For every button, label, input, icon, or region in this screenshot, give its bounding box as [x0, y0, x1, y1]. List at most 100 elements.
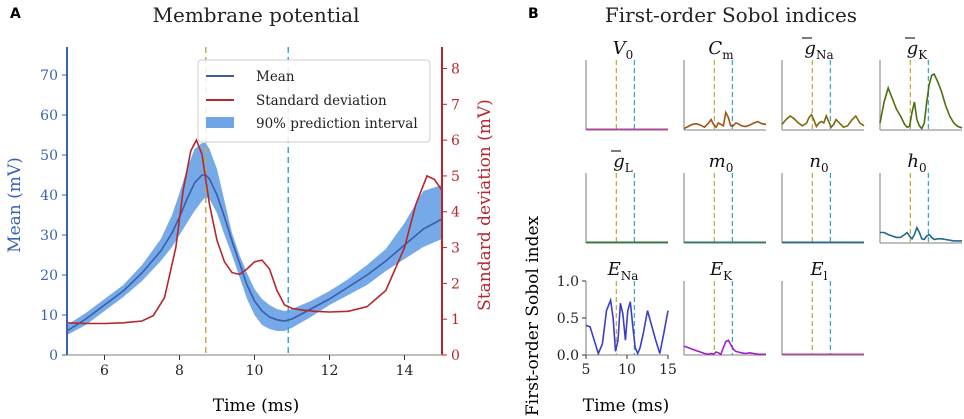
sobol-index-curve: [781, 113, 865, 129]
legend-std-label: Standard deviation: [256, 93, 387, 109]
param-subscript: L: [625, 161, 633, 175]
std-line: [66, 138, 443, 325]
subplot-param-title: EK: [709, 259, 733, 283]
y-tick-label: 60: [40, 108, 58, 124]
sobol-subplot: gK: [879, 37, 963, 131]
panel-b-label: B: [528, 6, 539, 22]
param-symbol: n: [809, 151, 821, 172]
panel-a-title: Membrane potential: [153, 3, 360, 27]
x-tick-label: 8: [175, 363, 184, 379]
panel-a-label: A: [10, 6, 21, 22]
sobol-subplot: ENa 5 10 15 0.0 0.5 1.0: [557, 259, 677, 378]
x-ticks: 6 8 10 12 14: [100, 355, 413, 379]
param-symbol: g: [613, 151, 625, 172]
param-subscript: K: [723, 269, 733, 283]
y2-tick-label: 1: [451, 312, 460, 328]
x-tick-label: 12: [321, 363, 339, 379]
param-subscript: K: [918, 48, 928, 62]
sobol-index-curve: [880, 225, 962, 242]
y2-tick-label: 0: [451, 348, 460, 364]
panel-a-xlabel: Time (ms): [213, 396, 299, 416]
param-subscript: Na: [621, 269, 639, 283]
y-tick-label: 0: [49, 348, 58, 364]
legend-box: [197, 59, 431, 143]
x-tick-label: 6: [100, 363, 109, 379]
sobol-subplot: h0: [879, 151, 962, 244]
param-subscript: Na: [816, 48, 834, 62]
param-subscript: 0: [626, 48, 634, 62]
param-symbol: g: [804, 38, 816, 59]
sobol-index-curve: [879, 72, 963, 131]
subplot-param-title: El: [810, 259, 828, 283]
sobol-y-tick-label: 0.0: [557, 348, 579, 364]
subplot-param-title: ENa: [607, 259, 639, 283]
y2-tick-label: 7: [451, 97, 460, 113]
mean-line: [66, 174, 443, 332]
legend: Mean Standard deviation 90% prediction i…: [197, 59, 431, 143]
subplot-param-title: gK: [907, 38, 929, 62]
param-symbol: E: [810, 259, 824, 280]
sobol-subplot: gL: [585, 150, 668, 244]
panel-b-title: First-order Sobol indices: [605, 3, 857, 27]
param-subscript: l: [824, 269, 828, 283]
sobol-subplot: m0: [683, 151, 766, 244]
y-tick-label: 20: [40, 268, 58, 284]
y-tick-label: 40: [40, 188, 58, 204]
param-symbol: m: [709, 151, 726, 172]
sobol-index-curve: [683, 110, 767, 130]
subplot-param-title: gL: [613, 151, 633, 175]
panel-a-ylabel-right: Standard deviation (mV): [475, 99, 495, 311]
sobol-y-tick-label: 1.0: [557, 274, 579, 290]
param-symbol: h: [907, 151, 919, 172]
y2-tick-label: 5: [451, 169, 460, 185]
panel-b-ylabel: First-order Sobol index: [523, 215, 543, 416]
subplot-param-title: V0: [613, 38, 634, 62]
y-tick-label: 30: [40, 228, 58, 244]
subplot-param-title: n0: [809, 151, 828, 175]
legend-interval-label: 90% prediction interval: [256, 116, 418, 132]
legend-interval-swatch: [206, 117, 234, 128]
y2-tick-label: 8: [451, 61, 460, 77]
legend-mean-label: Mean: [256, 69, 295, 85]
subplot-param-title: h0: [907, 151, 926, 175]
x-tick-label: 10: [246, 363, 264, 379]
param-subscript: 0: [726, 161, 734, 175]
sobol-y-tick-label: 0.5: [557, 311, 579, 327]
sobol-subplot: El: [781, 259, 864, 356]
y2-tick-label: 2: [451, 276, 460, 292]
y2-tick-label: 3: [451, 241, 460, 257]
prediction-interval-band: [67, 143, 442, 335]
x-tick-label: 14: [396, 363, 414, 379]
param-symbol: V: [613, 38, 628, 59]
y2-tick-label: 4: [451, 205, 460, 221]
subplot-param-title: Cm: [708, 38, 734, 62]
sobol-x-tick-label: 5: [582, 362, 591, 378]
sobol-subplot: V0: [585, 38, 668, 131]
sobol-subplot: n0: [781, 151, 864, 244]
panel-a-ylabel: Mean (mV): [5, 157, 25, 253]
param-symbol: g: [907, 38, 919, 59]
panel-b-xlabel: Time (ms): [583, 396, 669, 416]
sobol-index-curve: [585, 297, 669, 356]
subplot-param-title: gNa: [804, 38, 833, 62]
param-symbol: C: [708, 38, 722, 59]
param-subscript: m: [722, 48, 734, 62]
y-tick-label: 50: [40, 148, 58, 164]
param-subscript: 0: [821, 161, 829, 175]
left-y-ticks: 0 10 20 30 40 50 60 70: [40, 68, 67, 364]
sobol-subplot: EK: [683, 259, 766, 356]
y-tick-label: 70: [40, 68, 58, 84]
param-symbol: E: [709, 259, 723, 280]
subplot-param-title: m0: [709, 151, 734, 175]
sobol-subplot: gNa: [781, 37, 865, 131]
param-symbol: E: [607, 259, 621, 280]
sobol-x-tick-label: 15: [659, 362, 677, 378]
sobol-subplot: Cm: [683, 38, 767, 131]
sobol-x-tick-label: 10: [618, 362, 636, 378]
param-subscript: 0: [919, 161, 927, 175]
y2-tick-label: 6: [451, 133, 460, 149]
right-y-ticks: 0 1 2 3 4 5 6 7 8: [442, 61, 460, 364]
